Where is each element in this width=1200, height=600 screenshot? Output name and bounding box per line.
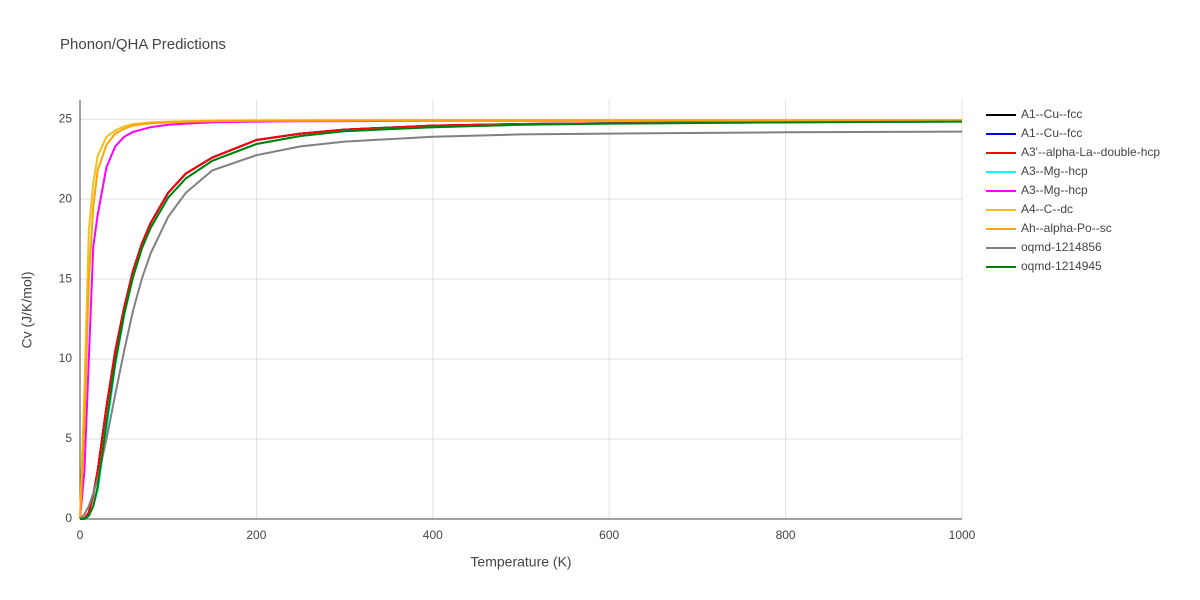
x-tick-label: 1000	[949, 528, 976, 542]
x-tick-label: 600	[599, 528, 619, 542]
legend-label: A1--Cu--fcc	[1021, 107, 1082, 121]
x-tick-label: 800	[776, 528, 796, 542]
y-tick-label: 5	[65, 431, 72, 445]
data-line	[80, 120, 963, 520]
x-tick-label: 0	[77, 528, 84, 542]
y-axis-title: Cv (J/K/mol)	[19, 272, 35, 349]
y-tick-label: 25	[59, 111, 73, 125]
legend-label: A3--Mg--hcp	[1021, 183, 1088, 197]
legend-label: oqmd-1214945	[1021, 259, 1102, 273]
legend-label: A1--Cu--fcc	[1021, 126, 1082, 140]
y-tick-label: 15	[59, 271, 73, 285]
y-tick-label: 0	[65, 511, 72, 525]
legend-label: Ah--alpha-Po--sc	[1021, 221, 1112, 235]
y-tick-label: 10	[59, 351, 73, 365]
legend-label: A3--Mg--hcp	[1021, 164, 1088, 178]
x-tick-label: 400	[423, 528, 443, 542]
x-tick-label: 200	[246, 528, 266, 542]
x-axis-title: Temperature (K)	[470, 554, 571, 570]
legend-label: A4--C--dc	[1021, 202, 1073, 216]
legend-label: oqmd-1214856	[1021, 240, 1102, 254]
chart-title: Phonon/QHA Predictions	[60, 36, 226, 53]
data-line	[79, 119, 962, 520]
legend-label: A3'--alpha-La--double-hcp	[1021, 145, 1160, 159]
y-tick-label: 20	[59, 191, 73, 205]
data-line	[79, 130, 963, 520]
